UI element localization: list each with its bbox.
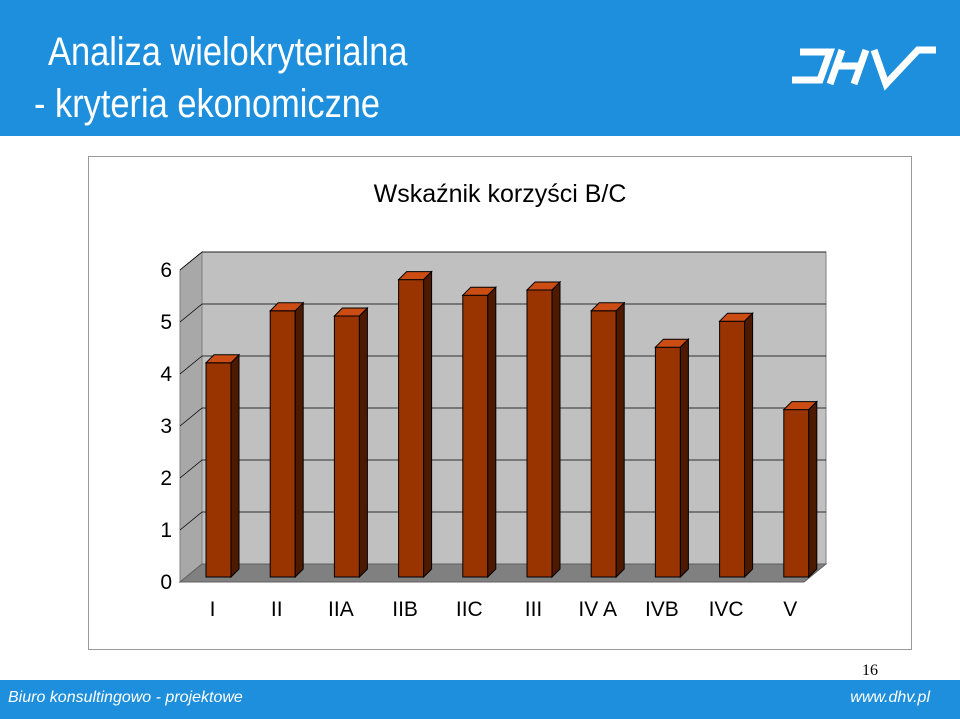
bar-side: [808, 400, 818, 579]
x-tick-label: I: [210, 598, 216, 621]
gridline-side: [179, 355, 203, 375]
x-tick-label: II: [271, 598, 283, 621]
slide-subtitle: - kryteria ekonomiczne: [34, 82, 381, 126]
bar-side: [487, 285, 497, 579]
dhv-logo-icon: [792, 46, 936, 91]
bar: [462, 294, 489, 578]
y-tick-label: 3: [160, 415, 172, 438]
footer-bar: Biuro konsultingowo - projektowe www.dhv…: [0, 680, 960, 719]
gridline-side: [179, 251, 203, 271]
bar-side: [358, 306, 368, 579]
y-tick-label: 2: [160, 467, 172, 490]
gridline-side: [179, 407, 203, 427]
gridline-side: [179, 303, 203, 323]
x-tick-label: IVB: [645, 598, 679, 621]
x-tick-label: III: [525, 598, 543, 621]
bar-side: [551, 280, 561, 579]
chart-title: Wskaźnik korzyści B/C: [373, 180, 627, 208]
x-tick-label: IIC: [456, 598, 483, 621]
bar: [398, 279, 425, 578]
gridline-side: [179, 459, 203, 479]
bar: [269, 310, 296, 578]
y-tick-label: 5: [160, 311, 172, 334]
bar-side: [423, 270, 433, 579]
y-tick-label: 6: [160, 259, 172, 282]
bar-side: [294, 301, 304, 579]
gridline-side: [179, 511, 203, 531]
bar-side: [615, 301, 625, 579]
bar-side: [230, 353, 240, 579]
bar: [654, 346, 681, 578]
x-tick-label: IV A: [578, 598, 617, 621]
x-tick-label: V: [783, 598, 797, 621]
x-tick-label: IIB: [392, 598, 418, 621]
y-tick-label: 1: [160, 519, 172, 542]
page-number: 16: [862, 662, 878, 679]
bar: [719, 320, 746, 578]
x-tick-label: IIA: [328, 598, 354, 621]
footer-company: Biuro konsultingowo - projektowe: [8, 689, 243, 706]
bar: [333, 315, 360, 578]
bar: [526, 289, 553, 578]
bar-side: [679, 337, 689, 579]
x-tick-label: IVC: [709, 598, 744, 621]
header-bar: Analiza wielokryterialna - kryteria ekon…: [0, 0, 960, 136]
bar: [205, 362, 232, 578]
bar: [783, 409, 810, 578]
slide-title: Analiza wielokryterialna: [48, 30, 408, 74]
bar: [590, 310, 617, 578]
bar-side: [744, 311, 754, 579]
y-tick-label: 0: [160, 571, 172, 594]
footer-website[interactable]: www.dhv.pl: [850, 689, 930, 706]
y-tick-label: 4: [160, 363, 172, 386]
